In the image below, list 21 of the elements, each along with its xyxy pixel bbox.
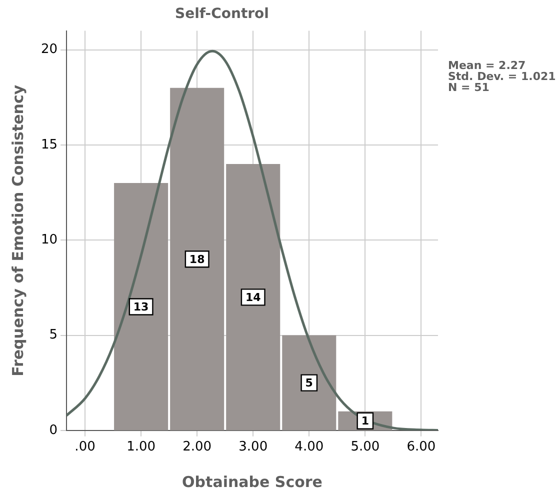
x-tick-label: 2.00 (182, 440, 212, 455)
x-axis-title: Obtainabe Score (182, 472, 322, 491)
data-label: 1 (361, 414, 369, 428)
x-tick-label: .00 (74, 440, 96, 455)
y-tick-label: 10 (40, 232, 58, 248)
y-axis-title: Frequency of Emotion Consistency (8, 84, 27, 376)
x-tick-label: 6.00 (406, 440, 436, 455)
data-label: 5 (305, 376, 313, 390)
data-label: 13 (133, 300, 149, 314)
y-tick-label: 15 (40, 137, 58, 152)
x-tick-label: 5.00 (350, 440, 380, 455)
data-label: 18 (189, 253, 205, 266)
text: Mean = 2.27 Std. Dev. = 1.021 N = 51 (448, 59, 556, 94)
x-tick-label: 1.00 (126, 440, 156, 455)
y-tick-label: 5 (49, 328, 58, 343)
x-tick-label: 3.00 (238, 440, 268, 455)
x-tick-label: 4.00 (294, 440, 324, 455)
y-tick-label: 0 (49, 422, 58, 438)
y-tick-label: 20 (40, 42, 58, 58)
data-label: 14 (245, 291, 262, 304)
chart-title: Self-Control (175, 6, 269, 22)
